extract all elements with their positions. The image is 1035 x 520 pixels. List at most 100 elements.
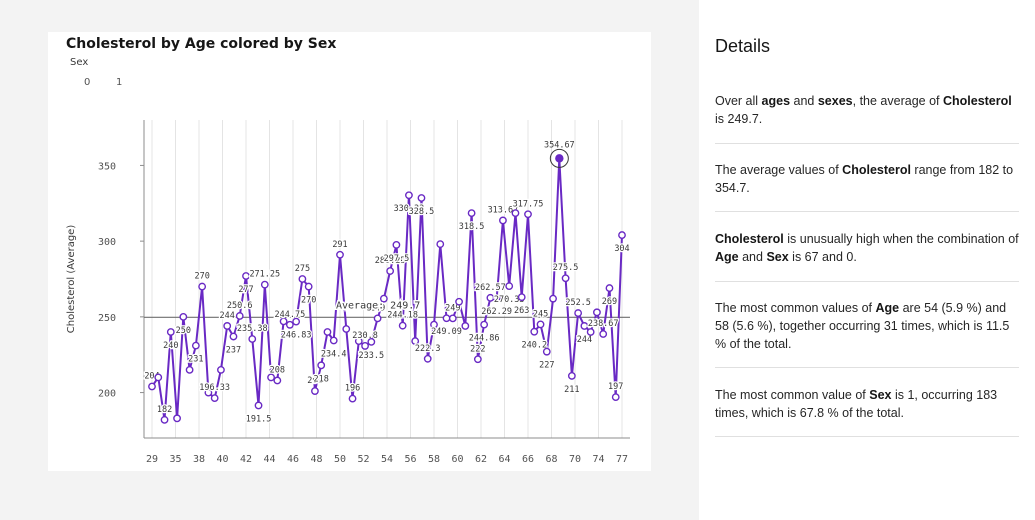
data-point	[311, 387, 319, 395]
data-point	[373, 314, 382, 323]
data-point	[530, 327, 539, 336]
data-point	[361, 342, 369, 350]
highlight-ring	[549, 148, 569, 168]
data-label: 269	[602, 297, 617, 307]
x-tick-label: 48	[310, 454, 322, 465]
y-tick-label: 300	[98, 237, 116, 248]
data-point	[611, 393, 620, 402]
data-label: 262.57	[475, 283, 506, 293]
x-tick-label: 68	[545, 454, 557, 465]
data-point	[593, 308, 601, 317]
data-point	[486, 293, 495, 302]
data-label: 250.6	[227, 301, 253, 311]
data-point	[248, 335, 257, 343]
y-tick-label: 250	[98, 313, 116, 324]
data-label: 211	[564, 385, 579, 395]
data-point	[473, 355, 482, 364]
data-label: 297.5	[384, 254, 410, 264]
data-label: 313.67	[488, 205, 519, 215]
data-point	[354, 337, 363, 345]
x-tick-label: 58	[428, 454, 440, 465]
data-point	[555, 154, 564, 163]
x-tick-label: 29	[146, 454, 158, 465]
data-label: 182	[157, 405, 172, 415]
x-tick-label: 77	[616, 454, 628, 465]
x-tick-label: 56	[404, 454, 416, 465]
data-point	[235, 312, 244, 320]
data-point	[298, 275, 307, 283]
data-point	[417, 194, 426, 202]
details-title: Details	[715, 36, 771, 56]
insight-sex-common: The most common value of Sex is 1, occur…	[715, 388, 998, 420]
average-label: Average: 249.7	[336, 300, 420, 311]
data-label: 245	[533, 309, 548, 319]
data-point	[524, 210, 532, 219]
divider	[715, 281, 1019, 282]
data-point	[323, 328, 332, 336]
chart-title: Cholesterol by Age colored by Sex	[66, 36, 337, 52]
data-label: 328.5	[409, 207, 435, 217]
data-point	[517, 293, 526, 302]
data-point	[430, 320, 438, 329]
data-label: 275	[295, 264, 310, 274]
data-point	[405, 191, 413, 200]
data-point	[198, 282, 207, 291]
data-point	[599, 330, 608, 338]
data-point	[166, 328, 175, 336]
data-point	[185, 365, 194, 374]
divider	[715, 436, 1019, 437]
data-point	[618, 231, 626, 239]
data-point	[499, 216, 507, 225]
x-tick-label: 64	[498, 454, 510, 465]
data-point	[505, 282, 514, 290]
legend-item-0[interactable]: 0	[84, 77, 91, 88]
data-label: 270.33	[494, 295, 525, 305]
insight-range: The average values of Cholesterol range …	[715, 163, 1014, 195]
data-label: 227	[539, 361, 554, 371]
data-label: 252.5	[565, 298, 591, 308]
data-point	[267, 373, 275, 382]
data-point	[348, 394, 357, 403]
x-tick-label: 70	[569, 454, 581, 465]
chart-panel: Cholesterol by Age colored by Sex Sex 0 …	[48, 32, 651, 471]
data-label: 244.86	[469, 334, 500, 344]
data-label: 280.25	[375, 256, 406, 266]
divider	[715, 211, 1019, 212]
data-point	[455, 297, 463, 306]
data-point	[549, 294, 557, 303]
x-tick-label: 74	[592, 454, 604, 465]
data-point	[242, 272, 250, 280]
data-label: 196.33	[199, 383, 230, 393]
data-point	[148, 382, 156, 391]
legend-item-1[interactable]: 1	[116, 77, 123, 88]
x-tick-label: 62	[475, 454, 487, 465]
data-label: 222	[470, 344, 485, 354]
data-label: 196	[345, 384, 360, 394]
data-label: 249	[445, 303, 460, 313]
details-panel: Details Over all ages and sexes, the ave…	[699, 0, 1035, 520]
y-tick-label: 350	[98, 161, 116, 172]
data-point	[191, 341, 200, 350]
data-label: 244.18	[387, 311, 418, 321]
data-label: 235.38	[237, 324, 268, 334]
data-point	[204, 388, 213, 397]
insight-average: Over all ages and sexes, the average of …	[715, 94, 1012, 126]
data-point	[398, 321, 407, 330]
y-tick-label: 200	[98, 389, 116, 400]
data-label: 250	[176, 326, 191, 336]
data-label: 244	[220, 311, 235, 321]
data-label: 244	[577, 335, 592, 345]
data-point	[367, 337, 376, 346]
series-line	[151, 157, 623, 421]
x-tick-label: 60	[451, 454, 463, 465]
x-tick-label: 35	[169, 454, 181, 465]
data-point	[586, 328, 595, 336]
data-point	[217, 365, 225, 374]
data-label: 249.09	[431, 327, 462, 337]
data-label: 238.67	[588, 319, 619, 329]
data-point	[492, 294, 501, 303]
data-point	[173, 414, 181, 423]
line-chart: 29 35 38 40 42 44 46 48 50 52 54 56 58 60 62 64 66 68 70 74…	[66, 120, 631, 465]
data-point	[273, 376, 282, 385]
x-tick-label: 54	[381, 454, 393, 465]
